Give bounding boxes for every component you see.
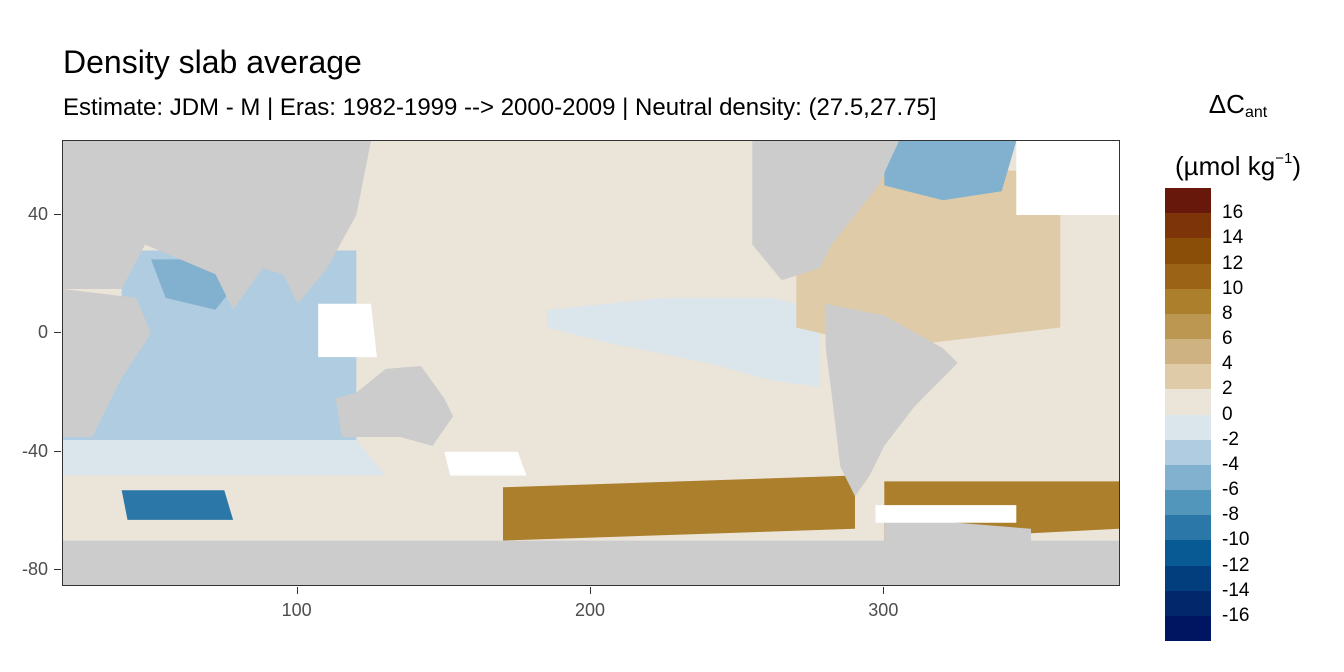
chart-subtitle: Estimate: JDM - M | Eras: 1982-1999 --> … <box>63 94 937 121</box>
legend-swatch <box>1165 288 1211 315</box>
legend-break-label: 8 <box>1222 302 1233 324</box>
legend-swatch <box>1165 565 1211 592</box>
legend-break-label: -6 <box>1222 479 1239 500</box>
y-tick-mark <box>54 450 61 452</box>
y-tick-label: -40 <box>21 440 48 461</box>
nodata-new-zealand <box>444 451 527 476</box>
y-tick-label: 0 <box>37 322 48 343</box>
legend-break-label: -8 <box>1222 504 1239 526</box>
y-tick-mark <box>54 569 61 571</box>
legend-swatch <box>1165 490 1211 516</box>
region-South Atlantic <box>884 348 1119 488</box>
x-tick-mark <box>883 587 885 594</box>
legend-swatch <box>1165 238 1211 264</box>
legend-break-label: 14 <box>1222 227 1244 249</box>
legend-swatch <box>1165 414 1211 441</box>
legend-break-label: 12 <box>1222 252 1244 274</box>
nodata-europe <box>1016 141 1119 215</box>
legend-unit-close: ) <box>1292 151 1301 181</box>
x-tick-label: 200 <box>574 600 606 620</box>
legend-break-label: -10 <box>1222 529 1250 551</box>
land-australia <box>335 366 454 446</box>
spots-layer <box>318 141 1119 523</box>
legend-break-label: 6 <box>1222 328 1233 349</box>
legend-swatch <box>1165 515 1211 541</box>
land-layer <box>63 141 1119 585</box>
legend-title-main: ΔC <box>1208 89 1245 119</box>
legend-break-label: -14 <box>1222 579 1250 601</box>
chart-title: Density slab average <box>63 44 362 80</box>
legend-unit-exponent: −1 <box>1275 150 1293 167</box>
nodata-weddell <box>875 505 1017 523</box>
y-tick-label: -80 <box>21 559 48 580</box>
legend-swatch <box>1165 213 1211 239</box>
land-antarctic-peninsula <box>884 516 1031 547</box>
legend-swatch <box>1165 313 1211 340</box>
legend-swatch <box>1165 439 1211 466</box>
legend-break-label: 10 <box>1222 277 1244 299</box>
legend-swatch <box>1165 615 1211 642</box>
land-south-america <box>825 303 958 497</box>
legend-break-label: -16 <box>1222 604 1250 626</box>
legend-swatch <box>1165 389 1211 415</box>
legend-break-label: -12 <box>1222 554 1250 576</box>
region-Eastern equatorial Pacific <box>547 297 820 387</box>
legend-break-label: 4 <box>1222 353 1233 375</box>
legend-colorbar <box>1165 188 1211 642</box>
x-tick-mark <box>590 587 591 594</box>
legend-swatch <box>1165 540 1211 566</box>
legend-title-sub: ant <box>1244 104 1268 121</box>
x-tick-label: 100 <box>281 600 312 620</box>
land-eurasia <box>63 141 371 310</box>
y-tick-mark <box>54 214 61 215</box>
legend-break-label: 0 <box>1222 403 1233 425</box>
legend-break-label: -2 <box>1222 428 1239 450</box>
nodata-indonesia <box>318 303 377 358</box>
legend-swatch <box>1165 364 1211 390</box>
y-tick-mark <box>54 332 61 334</box>
region-Labrador Sea <box>884 141 1017 201</box>
region-North Atlantic <box>796 170 1061 349</box>
land-africa <box>63 289 151 437</box>
legend-break-label: -4 <box>1222 453 1239 475</box>
legend-swatch <box>1165 464 1211 491</box>
y-tick-label: 40 <box>27 204 48 224</box>
region-Southern Indian Ocean <box>63 440 386 476</box>
legend-unit: (µmol kg <box>1175 151 1276 181</box>
land-antarctica <box>63 540 1119 585</box>
legend-break-label: 16 <box>1222 202 1244 224</box>
map-svg <box>63 141 1119 585</box>
region-Pacific sector Antarctic margin <box>503 475 855 541</box>
legend-title: ΔCant (µmol kg−1) <box>1158 86 1318 184</box>
legend-break-label: 2 <box>1222 378 1233 400</box>
legend-swatch <box>1165 339 1211 365</box>
legend-swatch <box>1165 188 1211 214</box>
land-north-america <box>752 141 899 281</box>
x-tick-mark <box>296 587 298 594</box>
map-panel <box>62 140 1120 586</box>
legend-swatch <box>1165 590 1211 617</box>
x-tick-label: 300 <box>868 600 899 620</box>
region-Indian Ocean <box>63 250 357 440</box>
region-Indian sector Antarctic margin <box>121 490 234 520</box>
legend-swatch <box>1165 263 1211 290</box>
